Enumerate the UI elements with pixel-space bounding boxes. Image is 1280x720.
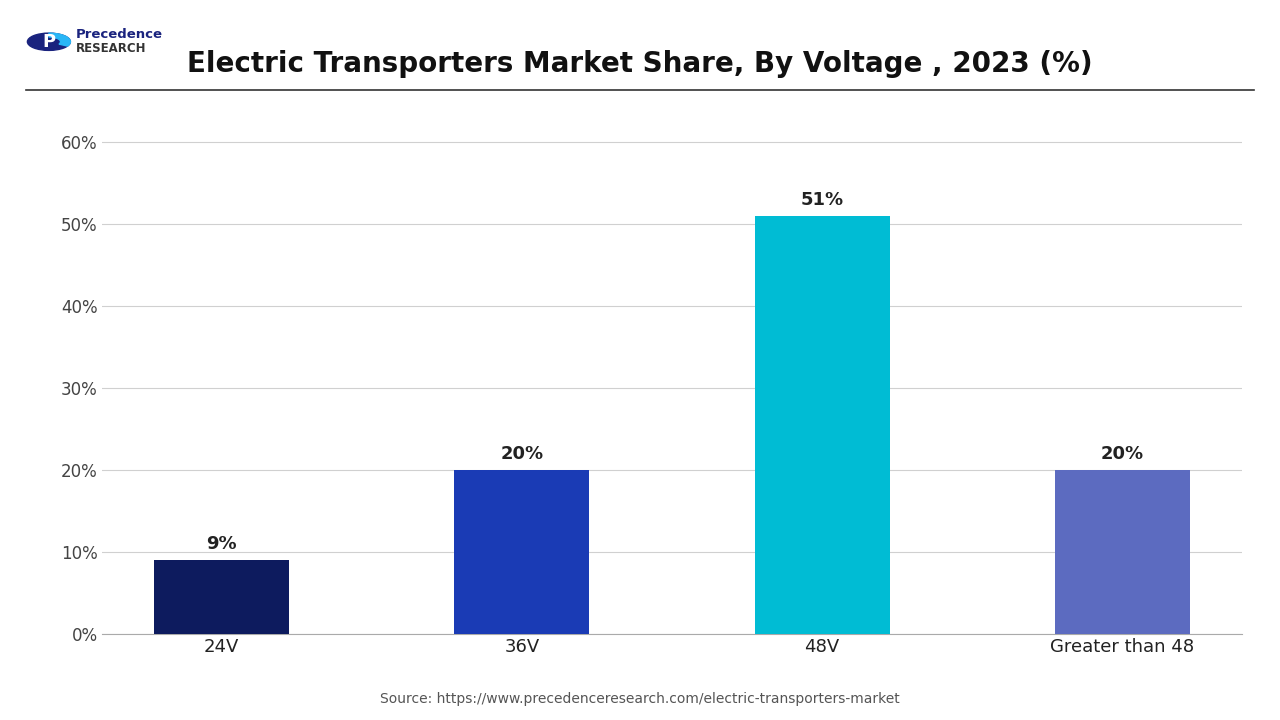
Circle shape	[27, 33, 70, 50]
Text: 20%: 20%	[1101, 445, 1144, 463]
Text: 20%: 20%	[500, 445, 544, 463]
Text: P: P	[42, 32, 55, 50]
Text: RESEARCH: RESEARCH	[76, 42, 146, 55]
Text: Precedence: Precedence	[76, 28, 163, 41]
Text: 9%: 9%	[206, 535, 237, 553]
Wedge shape	[49, 33, 70, 46]
Text: Electric Transporters Market Share, By Voltage , 2023 (%): Electric Transporters Market Share, By V…	[187, 50, 1093, 78]
Bar	[154, 560, 289, 634]
Text: Source: https://www.precedenceresearch.com/electric-transporters-market: Source: https://www.precedenceresearch.c…	[380, 692, 900, 706]
Bar	[754, 215, 890, 634]
Bar	[1055, 469, 1190, 634]
Text: 51%: 51%	[800, 191, 844, 209]
Bar	[454, 469, 590, 634]
